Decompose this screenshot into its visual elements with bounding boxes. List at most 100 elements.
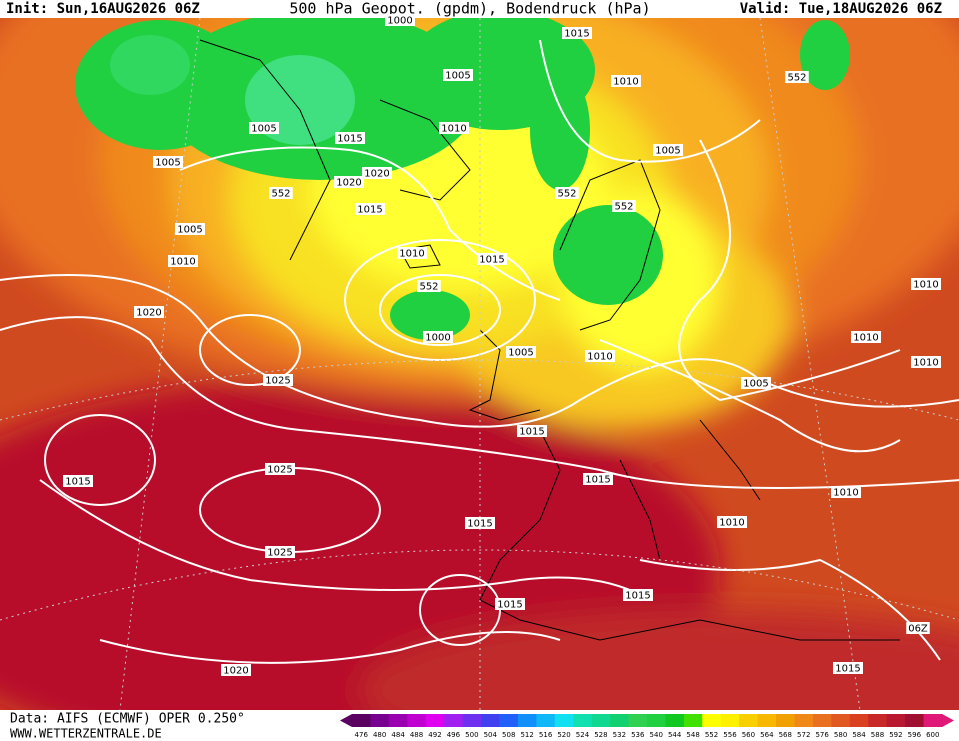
colorbar-cell [554,714,574,727]
colorbar-label: 512 [520,731,533,739]
isobar-label: 1005 [508,348,533,359]
isobar-label-box [517,425,547,437]
colorbar-cell [794,714,814,727]
isobar-label: 1015 [835,664,860,675]
isobar-label: 1005 [655,146,680,157]
isobar-label-box [221,664,251,676]
isobar-label-box [653,144,683,156]
isobar-label: 1015 [65,477,90,488]
isobar-label-box [741,377,771,389]
isobar-label-box [717,516,747,528]
colorbar-label: 540 [650,731,663,739]
isobar-label-box [335,132,365,144]
colorbar-label: 580 [834,731,847,739]
colorbar-label: 560 [742,731,755,739]
colorbar-label: 516 [539,731,553,739]
colorbar-cell [388,714,408,727]
colorbar-label: 528 [594,731,607,739]
isobar-label: 1005 [177,225,202,236]
colorbar-label: 492 [428,731,441,739]
colorbar-cell [573,714,593,727]
colorbar-cell [610,714,630,727]
colorbar-label: 532 [613,731,626,739]
colorbar-label: 552 [705,731,718,739]
isobar-label-box [362,167,392,179]
colorbar-cell [868,714,888,727]
isobar-label: 1015 [625,591,650,602]
isobar-label-box [583,473,613,485]
valid-time: Valid: Tue,18AUG2026 06Z [740,1,942,17]
isobar-label-box [397,247,427,259]
colorbar-label: 588 [871,731,884,739]
isobar-label: 1015 [564,29,589,40]
colorbar-cell [683,714,703,727]
isobar-label: 1010 [913,358,938,369]
map-title: 500 hPa Geopot. (gpdm), Bodendruck (hPa) [289,0,650,18]
isobar-label: 1010 [913,280,938,291]
isobar-label-box [506,346,536,358]
colorbar-arrow-right [942,714,954,727]
colorbar-cell [849,714,869,727]
isobar-label-box [555,187,579,199]
colorbar-cell [702,714,722,727]
colorbar-label: 600 [926,731,939,739]
isobar-label: 1010 [441,124,466,135]
isobar-label: 1010 [170,257,195,268]
isobar-label: 1015 [585,475,610,486]
isobar-label: 1005 [251,124,276,135]
colorbar-cell [628,714,648,727]
colorbar-label: 556 [723,731,737,739]
isobar-label-box [906,622,930,634]
isobar-label-box [168,255,198,267]
isobar-labels: 1000 1015 1010 552 1005 1010 1005 1015 1005 1020 1… [63,14,941,677]
colorbar-cell [591,714,611,727]
isobar-label-box [423,331,453,343]
colorbar-label: 500 [465,731,478,739]
colorbar-label: 572 [797,731,810,739]
isobar-label-box [612,200,636,212]
isobar-label: 552 [614,202,633,213]
isobar-label: 1015 [497,600,522,611]
isobar-label: 1000 [425,333,450,344]
init-time: Init: Sun,16AUG2026 06Z [6,1,200,17]
isobar-label-box [477,253,507,265]
colorbar-cell [517,714,537,727]
isobar-label-box [831,486,861,498]
colorbar-label: 592 [889,731,902,739]
isobar-label: 1020 [336,178,361,189]
isobar-label-box [175,223,205,235]
isobar-label-box [265,546,295,558]
isobar-label: 1010 [587,352,612,363]
isobar-label-box [623,589,653,601]
colorbar-label: 496 [447,731,461,739]
isobar-label-box [851,331,881,343]
colorbar-cell [923,714,943,727]
colorbar-label: 564 [760,731,774,739]
isobar-label-box [611,75,641,87]
isobar-label: 1010 [853,333,878,344]
colorbar-cell [370,714,390,727]
isobar-label-box [385,14,415,26]
isobar-label: 552 [271,189,290,200]
colorbar-label: 488 [410,731,423,739]
isobar-label-box [263,374,293,386]
isobar-label-box [439,122,469,134]
colorbar-label: 524 [576,731,590,739]
isobar-label: 1005 [445,71,470,82]
colorbar-label: 548 [686,731,699,739]
colorbar: 476 480 484 488 492 496 500 504 508 512 516 520 524 5… [340,714,954,739]
isobar-label-box [355,203,385,215]
graticule [0,18,959,710]
isobar-label-box [134,306,164,318]
data-source: Data: AIFS (ECMWF) OPER 0.250° [10,712,245,727]
isobar-label-box [63,475,93,487]
colorbar-cell [886,714,906,727]
colorbar-label: 480 [373,731,386,739]
colorbar-label: 484 [391,731,405,739]
isobar-label-box [495,598,525,610]
colorbar-cell [444,714,464,727]
isobar-label: 552 [557,189,576,200]
isobar-label-box [153,156,183,168]
